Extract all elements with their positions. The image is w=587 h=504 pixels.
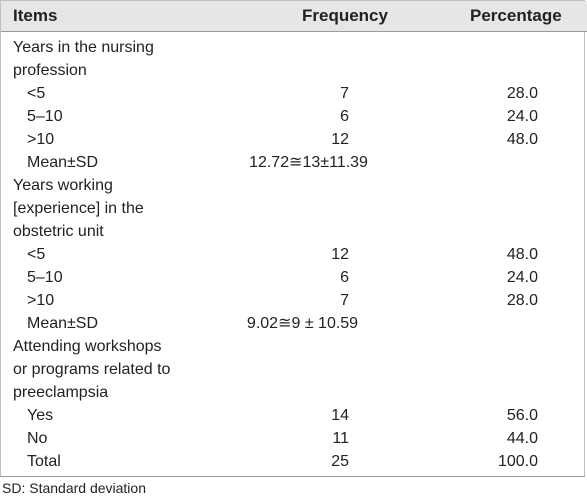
table-row: >10 12 48.0 bbox=[1, 128, 587, 151]
table-row: Attending workshops bbox=[1, 335, 587, 358]
table-row: Mean±SD 9.02≅9 ± 10.59 bbox=[1, 312, 587, 335]
percentage-value: 100.0 bbox=[497, 453, 538, 470]
item-label: Attending workshops bbox=[13, 338, 162, 355]
item-label: Yes bbox=[27, 407, 54, 424]
table-row: Mean±SD 12.72≅13±11.39 bbox=[1, 151, 587, 174]
percentage-value: 28.0 bbox=[506, 292, 538, 309]
item-label: Total bbox=[27, 453, 61, 470]
percentage-value: 24.0 bbox=[506, 269, 538, 286]
table-row: 5–10 6 24.0 bbox=[1, 266, 587, 289]
table-row: [experience] in the bbox=[1, 197, 587, 220]
frequency-value: 6 bbox=[340, 108, 349, 125]
item-label: [experience] in the bbox=[13, 200, 144, 217]
frequency-value: 11 bbox=[332, 430, 349, 447]
frequency-value: 12 bbox=[331, 131, 349, 148]
item-label: Years working bbox=[13, 177, 113, 194]
frequency-value: 14 bbox=[331, 407, 349, 424]
percentage-value: 56.0 bbox=[506, 407, 538, 424]
table-row: Yes 14 56.0 bbox=[1, 404, 587, 427]
percentage-value: 44.0 bbox=[506, 430, 538, 447]
header-percentage: Percentage bbox=[470, 6, 562, 25]
table-row: Years working bbox=[1, 174, 587, 197]
table-row: 5–10 6 24.0 bbox=[1, 105, 587, 128]
table-row: profession bbox=[1, 59, 587, 82]
item-label: or programs related to bbox=[13, 361, 171, 378]
item-label: >10 bbox=[27, 292, 55, 309]
frequency-value: 6 bbox=[340, 269, 349, 286]
item-label: <5 bbox=[27, 246, 46, 263]
item-label: preeclampsia bbox=[13, 384, 109, 401]
table-row: preeclampsia bbox=[1, 381, 587, 404]
header-items: Items bbox=[13, 6, 58, 25]
data-table: Items Frequency Percentage Years in the … bbox=[0, 0, 587, 476]
item-label: obstetric unit bbox=[13, 223, 104, 240]
frequency-value: 12 bbox=[331, 246, 349, 263]
frequency-value: 7 bbox=[340, 85, 349, 102]
table-header: Items Frequency Percentage bbox=[1, 1, 587, 32]
item-label: Years in the nursing bbox=[13, 39, 154, 56]
table-row: or programs related to bbox=[1, 358, 587, 381]
header-frequency: Frequency bbox=[302, 6, 388, 25]
table-row: >10 7 28.0 bbox=[1, 289, 587, 312]
item-label: 5–10 bbox=[27, 108, 63, 125]
item-label: No bbox=[27, 430, 48, 447]
frequency-value: 25 bbox=[331, 453, 349, 470]
item-label: Mean±SD bbox=[27, 315, 99, 332]
mean-sd-value: 12.72≅13±11.39 bbox=[249, 154, 368, 171]
frequency-value: 7 bbox=[340, 292, 349, 309]
item-label: 5–10 bbox=[27, 269, 63, 286]
table-row: Total 25 100.0 bbox=[1, 450, 587, 473]
percentage-value: 24.0 bbox=[506, 108, 538, 125]
table-row: <5 12 48.0 bbox=[1, 243, 587, 266]
table-row: No 11 44.0 bbox=[1, 427, 587, 450]
item-label: <5 bbox=[27, 85, 46, 102]
item-label: profession bbox=[13, 62, 87, 79]
item-label: Mean±SD bbox=[27, 154, 99, 171]
item-label: >10 bbox=[27, 131, 55, 148]
percentage-value: 48.0 bbox=[506, 246, 538, 263]
table-row: obstetric unit bbox=[1, 220, 587, 243]
percentage-value: 48.0 bbox=[506, 131, 538, 148]
table-row: Years in the nursing bbox=[1, 36, 587, 59]
table-row: <5 7 28.0 bbox=[1, 82, 587, 105]
mean-sd-value: 9.02≅9 ± 10.59 bbox=[246, 315, 359, 332]
table-footnote: SD: Standard deviation bbox=[2, 480, 146, 496]
percentage-value: 28.0 bbox=[506, 85, 538, 102]
table-bottom-rule bbox=[0, 476, 585, 477]
